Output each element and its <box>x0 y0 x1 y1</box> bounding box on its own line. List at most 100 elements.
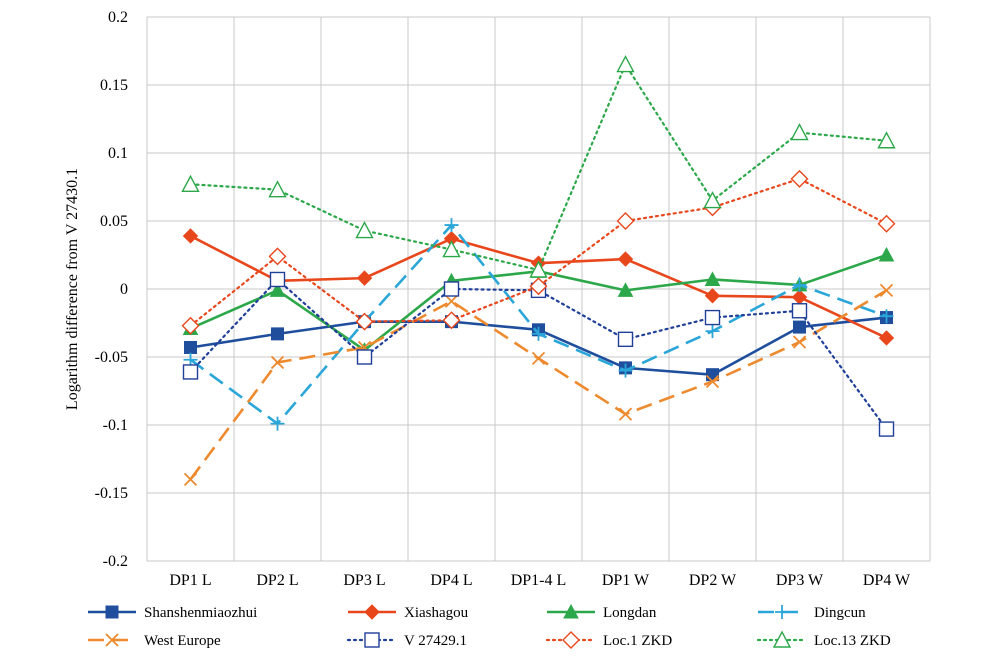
data-point-marker <box>105 633 119 647</box>
y-tick-label: -0.15 <box>95 485 128 502</box>
data-point-marker <box>878 421 895 437</box>
y-tick-label: -0.1 <box>103 417 128 434</box>
data-point-marker <box>444 294 459 308</box>
data-point-marker <box>704 288 721 304</box>
data-point-marker <box>705 324 720 339</box>
data-point-marker <box>182 364 199 380</box>
data-point-marker <box>704 271 721 286</box>
y-tick-label: -0.2 <box>103 553 128 570</box>
x-tick-label: DP4 L <box>430 572 472 589</box>
series-loc-13-zkd <box>181 55 896 278</box>
series-west-europe <box>183 283 894 487</box>
y-tick-label: -0.05 <box>95 349 128 366</box>
data-point-marker <box>703 191 722 209</box>
legend-item: Shanshenmiaozhui <box>88 605 257 621</box>
x-tick-label: DP1 L <box>169 572 211 589</box>
x-tick-label: DP4 W <box>863 572 911 589</box>
data-point-marker <box>879 309 894 324</box>
data-point-marker <box>270 355 285 370</box>
legend-item: Loc.13 ZKD <box>756 630 891 649</box>
data-point-marker <box>271 327 284 341</box>
x-tick-label: DP1-4 L <box>511 572 567 589</box>
x-tick-label: DP3 W <box>776 572 824 589</box>
data-point-marker <box>616 55 635 73</box>
data-point-marker <box>364 604 380 620</box>
legend-item: Longdan <box>547 603 657 621</box>
data-point-marker <box>704 309 721 326</box>
legend-item: Xiashagou <box>348 604 469 621</box>
legend-item: Dingcun <box>758 605 866 621</box>
data-point-marker <box>181 316 200 335</box>
data-point-marker <box>529 260 548 278</box>
series-loc-1-zkd <box>181 169 896 335</box>
legend: Shanshenmiaozhui Xiashagou Longdan Dingcun W… <box>88 603 891 649</box>
data-point-marker <box>617 282 634 297</box>
legend-item: Loc.1 ZKD <box>545 631 672 649</box>
data-point-marker <box>617 251 634 267</box>
data-point-marker <box>791 289 808 305</box>
data-point-marker <box>364 632 380 648</box>
legend-label: Longdan <box>603 605 657 621</box>
data-point-marker <box>531 351 546 365</box>
y-tick-label: 0.1 <box>108 145 128 162</box>
series-line <box>189 63 888 272</box>
data-point-marker <box>562 631 580 649</box>
data-point-marker <box>790 123 809 141</box>
x-tick-labels: DP1 L DP2 L DP3 L DP4 L DP1-4 L DP1 W DP2 W DP3… <box>169 572 911 589</box>
legend-label: West Europe <box>144 633 221 649</box>
data-point-marker <box>268 180 287 198</box>
x-tick-label: DP3 L <box>343 572 385 589</box>
data-point-marker <box>705 374 720 389</box>
x-tick-label: DP1 W <box>602 572 650 589</box>
data-point-marker <box>878 246 895 262</box>
legend-label: Dingcun <box>814 605 866 621</box>
data-point-marker <box>790 169 809 188</box>
data-point-marker <box>531 326 546 341</box>
legend-label: Shanshenmiaozhui <box>144 605 257 621</box>
data-point-marker <box>618 363 633 378</box>
series-line <box>189 289 888 481</box>
data-point-marker <box>879 283 894 297</box>
data-point-marker <box>443 281 460 297</box>
data-point-marker <box>442 311 461 330</box>
legend-label: V 27429.1 <box>404 633 467 649</box>
data-point-marker <box>105 605 119 619</box>
data-point-marker <box>182 228 199 244</box>
data-point-marker <box>442 240 461 258</box>
data-point-marker <box>355 221 374 239</box>
y-tick-label: 0.05 <box>100 213 128 230</box>
legend-label: Xiashagou <box>404 605 469 621</box>
legend-item: V 27429.1 <box>346 632 467 649</box>
data-point-marker <box>878 330 895 346</box>
series-group <box>181 55 896 487</box>
data-point-marker <box>793 320 806 334</box>
data-point-marker <box>181 174 200 192</box>
data-point-marker <box>617 331 634 348</box>
data-point-marker <box>529 277 548 296</box>
data-point-marker <box>356 270 373 286</box>
data-point-marker <box>877 214 896 233</box>
data-point-marker <box>772 630 792 648</box>
data-point-marker <box>356 349 373 365</box>
series-shanshenmiaozhui <box>184 311 893 382</box>
data-point-marker <box>355 312 374 331</box>
data-point-marker <box>792 335 807 349</box>
legend-label: Loc.13 ZKD <box>814 633 891 649</box>
y-tick-label: 0.2 <box>108 9 128 26</box>
legend-label: Loc.1 ZKD <box>603 633 672 649</box>
data-point-marker <box>444 218 459 233</box>
data-point-marker <box>563 603 579 619</box>
data-point-marker <box>616 212 635 230</box>
data-point-marker <box>269 271 286 288</box>
data-point-marker <box>269 282 286 297</box>
data-point-marker <box>618 407 633 421</box>
y-axis-title: Logarithm difference from V 27430.1 <box>64 168 81 410</box>
legend-item: West Europe <box>88 633 221 649</box>
data-point-marker <box>183 472 198 487</box>
y-tick-label: 0.15 <box>100 77 128 94</box>
data-point-marker <box>775 605 789 619</box>
data-point-marker <box>877 131 896 149</box>
x-tick-label: DP2 W <box>689 572 737 589</box>
y-tick-labels: -0.2 -0.15 -0.1 -0.05 0 0.05 0.1 0.15 0.2 <box>95 9 128 570</box>
